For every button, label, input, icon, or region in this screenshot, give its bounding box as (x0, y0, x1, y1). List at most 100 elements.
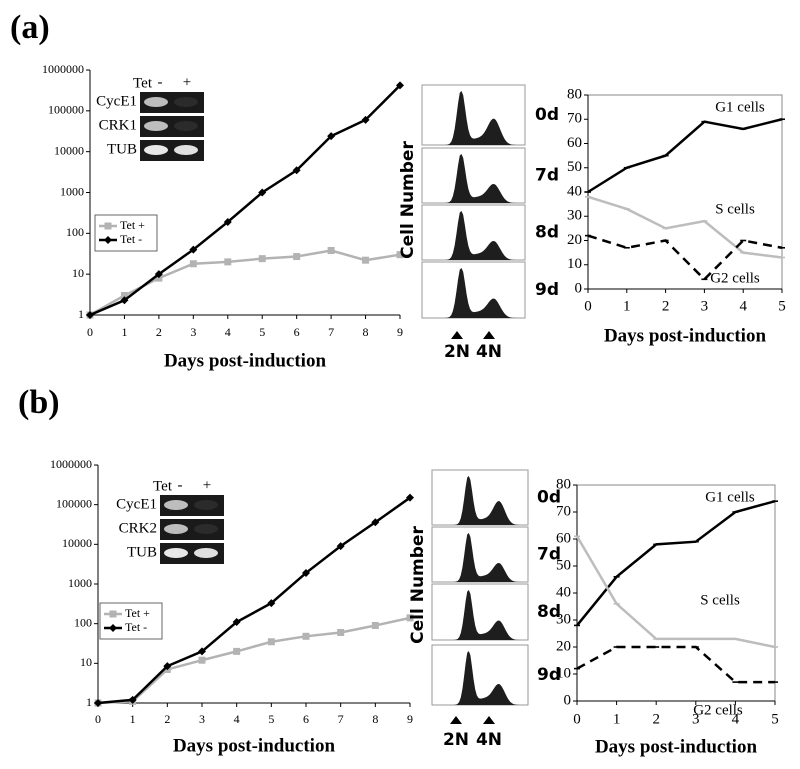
marker (327, 132, 336, 141)
flow-day: 8d (535, 223, 559, 243)
y-tick-label: 50 (567, 159, 582, 175)
marker (406, 614, 414, 622)
y-tick-label: 20 (556, 638, 571, 654)
series-line (97, 616, 411, 705)
y-tick-label: 20 (567, 232, 582, 248)
legend-label: Tet - (120, 232, 142, 246)
flow-histogram (422, 211, 525, 260)
marker (701, 220, 708, 222)
flow-frame (421, 84, 526, 146)
x-tick-label: 5 (259, 325, 265, 339)
series-label: G1 cells (705, 489, 755, 505)
gel-row-label: TUB (107, 141, 137, 157)
flow-histogram (432, 533, 528, 582)
marker (740, 239, 747, 242)
y-tick-label: 1 (78, 307, 84, 321)
marker (772, 646, 778, 648)
series-line (587, 195, 783, 259)
flow-day: 0d (537, 488, 561, 508)
gel-band (164, 500, 188, 510)
x-tick-label: 4 (225, 325, 231, 339)
marker (585, 191, 591, 193)
flow-histogram (432, 590, 528, 640)
marker (232, 618, 241, 627)
gel-band (144, 121, 168, 131)
series-label: G2 cells (693, 702, 743, 718)
y-tick-label: 0 (575, 280, 583, 296)
legend-box (99, 602, 163, 640)
y-tick-label: 1000 (60, 184, 84, 198)
gel-lane: + (183, 74, 191, 90)
marker (653, 646, 660, 648)
marker (623, 246, 630, 249)
series-line (97, 496, 411, 705)
gel-lane: + (203, 477, 211, 493)
x-tick-label: 6 (294, 325, 300, 339)
x-tick-label: 2 (164, 712, 170, 726)
marker (574, 535, 580, 538)
marker (109, 624, 117, 632)
series-line (587, 234, 783, 282)
y-tick-label: 1000000 (42, 62, 84, 76)
gel-lane: - (158, 74, 163, 90)
y-tick-label: 10000 (54, 143, 84, 157)
y-tick-label: 10 (72, 266, 84, 280)
y-tick-label: 50 (556, 557, 571, 573)
y-tick-label: 70 (567, 111, 582, 127)
x-tick-label: 0 (573, 711, 581, 727)
gel-lane: - (178, 477, 183, 493)
legend-label: Tet + (120, 218, 145, 232)
y-tick-label: 60 (556, 530, 571, 546)
gel-row-label: CycE1 (96, 93, 137, 109)
x-tick-label: 6 (303, 712, 309, 726)
marker (86, 311, 94, 319)
series-line (89, 84, 401, 317)
marker (189, 245, 198, 254)
flow-marker-label: 2N (443, 730, 469, 750)
y-tick-label: 1000000 (50, 457, 92, 471)
series-line (575, 535, 776, 649)
gel-band (194, 524, 218, 534)
marker (128, 695, 137, 704)
flow-day: 8d (537, 602, 561, 622)
gel-row-label: CycE1 (116, 496, 157, 512)
x-tick-label: 1 (121, 325, 127, 339)
x-tick-label: 0 (584, 298, 592, 314)
x-tick-label: 1 (130, 712, 136, 726)
gel-band (174, 97, 198, 107)
marker (267, 638, 275, 646)
flow-day: 0d (535, 105, 559, 125)
x-tick-label: 4 (739, 298, 747, 314)
x-tick-label: 7 (328, 325, 334, 339)
marker (662, 239, 669, 242)
gel-band (194, 500, 218, 510)
marker (120, 296, 129, 305)
y-tick-label: 60 (567, 135, 582, 151)
y-tick-label: 10 (80, 655, 92, 669)
y-tick-label: 100000 (48, 103, 84, 117)
marker (613, 576, 620, 578)
y-tick-label: 100 (66, 225, 84, 239)
flow-frame (431, 644, 529, 706)
y-tick-label: 30 (567, 208, 582, 224)
marker (267, 599, 276, 608)
x-axis-title: Days post-induction (595, 736, 757, 757)
flow-ylabel: Cell Number (408, 526, 428, 644)
flow-marker-label: 4N (476, 730, 502, 750)
flow-arrow (483, 331, 495, 339)
x-tick-label: 2 (662, 298, 670, 314)
series-line (576, 645, 775, 684)
marker (732, 638, 739, 640)
marker (258, 188, 267, 197)
y-tick-label: 10 (567, 256, 582, 272)
marker (772, 500, 778, 502)
x-tick-label: 4 (732, 711, 740, 727)
marker (779, 118, 785, 121)
series-line (587, 118, 783, 194)
flow-histogram (422, 268, 525, 318)
y-tick-label: 1 (86, 695, 92, 709)
legend-box (94, 214, 158, 252)
marker (336, 542, 345, 551)
marker (692, 646, 699, 648)
